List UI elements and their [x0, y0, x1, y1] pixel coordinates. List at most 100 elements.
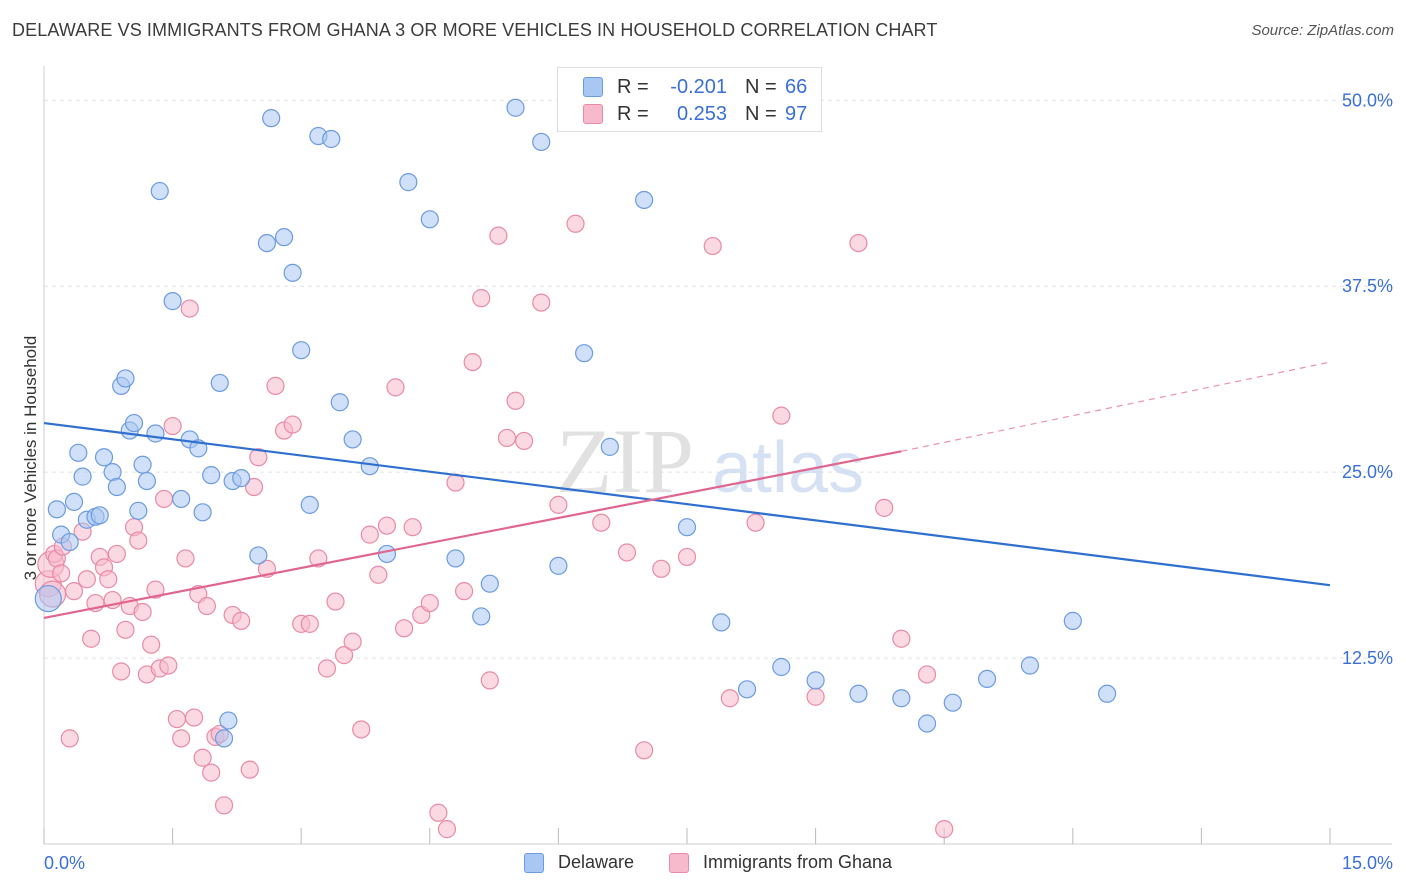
data-point	[90, 506, 109, 525]
data-point	[360, 525, 379, 544]
legend-n-value: 66	[785, 75, 808, 98]
data-point	[497, 428, 517, 448]
data-point	[712, 613, 731, 632]
watermark-atlas: atlas	[712, 428, 864, 508]
data-point	[677, 518, 697, 537]
data-point	[566, 214, 585, 233]
data-point	[133, 602, 152, 622]
data-point	[64, 492, 84, 512]
watermark: ZIP atlas	[556, 410, 864, 512]
data-point	[386, 378, 405, 397]
data-point	[69, 443, 88, 462]
data-point	[489, 226, 508, 245]
data-point	[107, 544, 126, 564]
ghana-trend-extension	[901, 361, 1331, 452]
data-point	[193, 748, 212, 767]
data-point	[163, 292, 182, 311]
data-point	[180, 299, 199, 318]
ghana-swatch	[669, 852, 689, 873]
data-point	[197, 596, 216, 616]
x-tick-label: 0.0%	[44, 853, 85, 873]
data-point	[1020, 656, 1040, 675]
data-point	[515, 431, 534, 451]
data-point	[617, 543, 637, 562]
data-point	[892, 629, 911, 648]
data-point	[249, 448, 268, 467]
data-point	[232, 611, 251, 630]
data-point	[772, 406, 791, 425]
data-point	[116, 369, 135, 388]
data-point	[377, 516, 397, 535]
data-point	[64, 582, 84, 601]
data-point	[193, 503, 212, 522]
data-point	[369, 565, 388, 584]
data-point	[429, 803, 448, 822]
data-point	[343, 430, 362, 449]
data-point	[892, 689, 911, 708]
data-point	[480, 574, 499, 593]
data-point	[703, 236, 722, 256]
data-point	[274, 228, 294, 247]
data-point	[330, 393, 349, 412]
legend-row-ghana: R = 0.253 N = 97	[583, 101, 807, 127]
data-point	[446, 549, 465, 568]
data-point	[82, 629, 101, 648]
data-point	[210, 373, 229, 393]
data-point	[849, 233, 868, 253]
data-point	[60, 729, 79, 748]
y-tick-label: 37.5%	[1342, 276, 1393, 296]
legend-row-delaware: R = -0.201 N = 66	[583, 74, 807, 100]
data-point	[772, 657, 791, 677]
series-delaware	[34, 98, 1117, 748]
data-point	[244, 477, 264, 497]
series-legend: Delaware Immigrants from Ghana	[0, 852, 1406, 878]
data-point	[159, 656, 178, 675]
data-point	[133, 455, 152, 474]
legend-label-ghana: Immigrants from Ghana	[703, 852, 893, 872]
data-point	[116, 620, 135, 639]
data-point	[112, 662, 131, 681]
delaware-swatch	[524, 852, 544, 873]
tick-labels: 12.5% 25.0% 37.5% 50.0% 0.0% 15.0%	[44, 90, 1393, 873]
data-point	[943, 693, 962, 712]
data-point	[219, 711, 238, 730]
data-point	[506, 391, 525, 410]
data-point	[137, 471, 156, 491]
legend-item-delaware: Delaware	[524, 852, 634, 873]
ghana-trend-line	[43, 450, 902, 619]
data-point	[202, 763, 221, 782]
data-point	[377, 544, 397, 564]
data-point	[472, 289, 491, 308]
legend-r-value: -0.201	[670, 75, 727, 98]
legend-item-ghana: Immigrants from Ghana	[669, 852, 892, 873]
data-point	[917, 714, 937, 733]
legend-r-value: 0.253	[676, 102, 727, 125]
data-point	[334, 646, 354, 665]
data-point	[300, 495, 319, 514]
data-point	[592, 513, 611, 532]
stats-legend: R = -0.201 N = 66 R = 0.253 N = 97	[557, 67, 822, 132]
data-point	[154, 489, 174, 509]
data-point	[935, 820, 954, 839]
data-point	[652, 559, 671, 578]
data-point	[34, 584, 62, 613]
data-point	[352, 720, 371, 739]
data-point	[549, 556, 568, 575]
data-point	[172, 489, 191, 509]
data-point	[917, 665, 937, 684]
legend-label-delaware: Delaware	[558, 852, 635, 872]
data-point	[73, 467, 92, 486]
data-point	[360, 457, 379, 476]
data-point	[283, 415, 302, 434]
data-point	[184, 708, 204, 727]
data-point	[472, 607, 491, 626]
data-point	[266, 376, 285, 395]
data-point	[124, 413, 144, 433]
data-point	[635, 741, 654, 760]
axes	[43, 66, 1392, 845]
data-point	[317, 659, 337, 678]
data-point	[806, 671, 825, 690]
data-point	[343, 632, 362, 651]
y-tick-label: 12.5%	[1342, 648, 1393, 668]
